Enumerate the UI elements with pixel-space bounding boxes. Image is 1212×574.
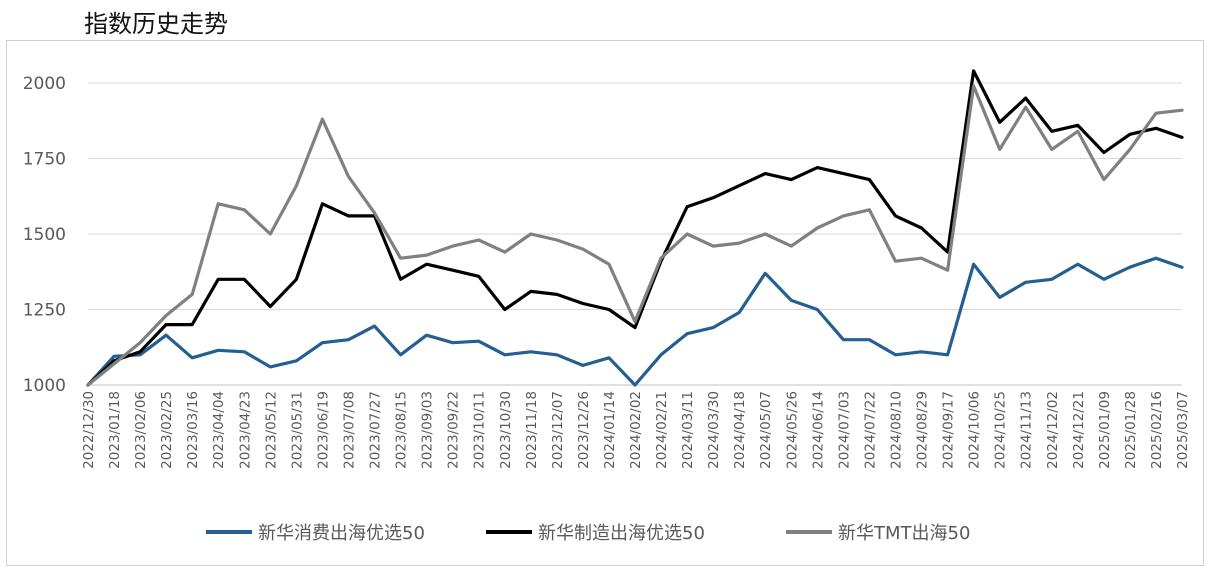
x-tick-label: 2023/04/23: [237, 391, 253, 469]
x-tick-label: 2025/01/09: [1097, 391, 1113, 469]
x-tick-label: 2024/05/26: [784, 391, 800, 469]
x-tick-label: 2023/10/11: [472, 391, 488, 469]
series-line-3: [86, 84, 1184, 387]
x-tick-label: 2024/08/10: [888, 391, 904, 469]
legend-label-2: 新华制造出海优选50: [538, 523, 705, 544]
x-tick-label: 2025/02/16: [1149, 391, 1165, 469]
series-line-2: [86, 69, 1184, 387]
x-tick-label: 2023/07/08: [341, 391, 357, 469]
x-tick-label: 2023/09/03: [420, 391, 436, 469]
x-tick-label: 2023/04/04: [211, 391, 227, 469]
x-tick-label: 2024/11/13: [1019, 391, 1035, 469]
x-tick-label: 2023/01/18: [107, 391, 123, 469]
x-tick-label: 2024/06/14: [810, 391, 826, 469]
x-tick-label: 2024/03/11: [680, 391, 696, 469]
x-tick-label: 2025/03/07: [1175, 391, 1191, 469]
x-tick-label: 2023/12/26: [576, 391, 592, 469]
x-tick-label: 2024/07/03: [836, 391, 852, 469]
x-tick-label: 2024/10/06: [967, 391, 983, 469]
x-tick-label: 2023/05/12: [263, 391, 279, 469]
y-tick-label: 1250: [23, 301, 66, 321]
x-tick-label: 2023/09/22: [446, 391, 462, 469]
y-tick-label: 2000: [23, 74, 66, 94]
x-tick-label: 2023/11/18: [524, 391, 540, 469]
x-tick-label: 2023/06/19: [315, 391, 331, 469]
x-tick-label: 2023/12/07: [550, 391, 566, 469]
chart-title: 指数历史走势: [84, 10, 228, 38]
x-tick-label: 2024/02/21: [654, 391, 670, 469]
x-tick-label: 2024/09/17: [941, 391, 957, 469]
x-tick-label: 2024/07/22: [862, 391, 878, 469]
x-tick-label: 2022/12/30: [81, 391, 97, 469]
x-tick-label: 2023/02/06: [133, 391, 149, 469]
series-line-1: [86, 256, 1184, 387]
x-tick-label: 2023/10/30: [498, 391, 514, 469]
x-tick-label: 2023/05/31: [289, 391, 305, 469]
x-tick-label: 2023/08/15: [394, 391, 410, 469]
x-tick-label: 2023/07/27: [368, 391, 384, 469]
legend-label-3: 新华TMT出海50: [838, 523, 970, 544]
x-tick-label: 2024/12/02: [1045, 391, 1061, 469]
x-tick-label: 2024/12/21: [1071, 391, 1087, 469]
x-tick-label: 2024/10/25: [993, 391, 1009, 469]
x-tick-label: 2024/03/30: [706, 391, 722, 469]
y-tick-label: 1750: [23, 150, 66, 170]
x-tick-label: 2023/02/25: [159, 391, 175, 469]
y-tick-label: 1500: [23, 225, 66, 245]
x-tick-label: 2024/02/02: [628, 391, 644, 469]
x-tick-label: 2024/05/07: [758, 391, 774, 469]
x-tick-label: 2023/03/16: [185, 391, 201, 469]
chart-frame: [6, 40, 1204, 566]
x-tick-label: 2024/08/29: [915, 391, 931, 469]
legend-label-1: 新华消费出海优选50: [258, 523, 425, 544]
x-tick-label: 2025/01/28: [1123, 391, 1139, 469]
x-tick-label: 2024/04/18: [732, 391, 748, 469]
x-tick-label: 2024/01/14: [602, 391, 618, 469]
y-tick-label: 1000: [23, 376, 66, 396]
